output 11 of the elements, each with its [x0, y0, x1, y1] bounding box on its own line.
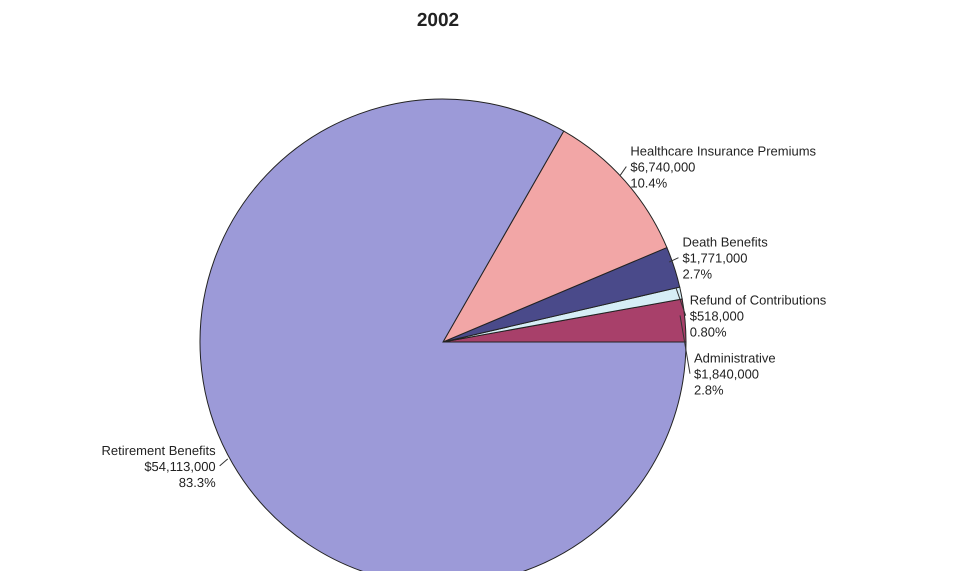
data-label: $518,000 0.80% — [690, 308, 744, 340]
data-label: $54,113,000 83.3% — [144, 458, 216, 490]
slice-label: Retirement Benefits — [102, 442, 216, 458]
data-label: $1,840,000 2.8% — [694, 366, 760, 398]
slice-label: Administrative — [694, 350, 776, 366]
data-label: $6,740,000 10.4% — [630, 160, 696, 191]
slice-label: Healthcare Insurance Premiums — [630, 144, 817, 159]
data-label: $1,771,000 2.7% — [682, 250, 748, 282]
slice-label: Death Benefits — [682, 234, 768, 250]
chart-title: 2002 — [416, 10, 460, 32]
slice-label: Refund of Contributions — [690, 292, 827, 308]
